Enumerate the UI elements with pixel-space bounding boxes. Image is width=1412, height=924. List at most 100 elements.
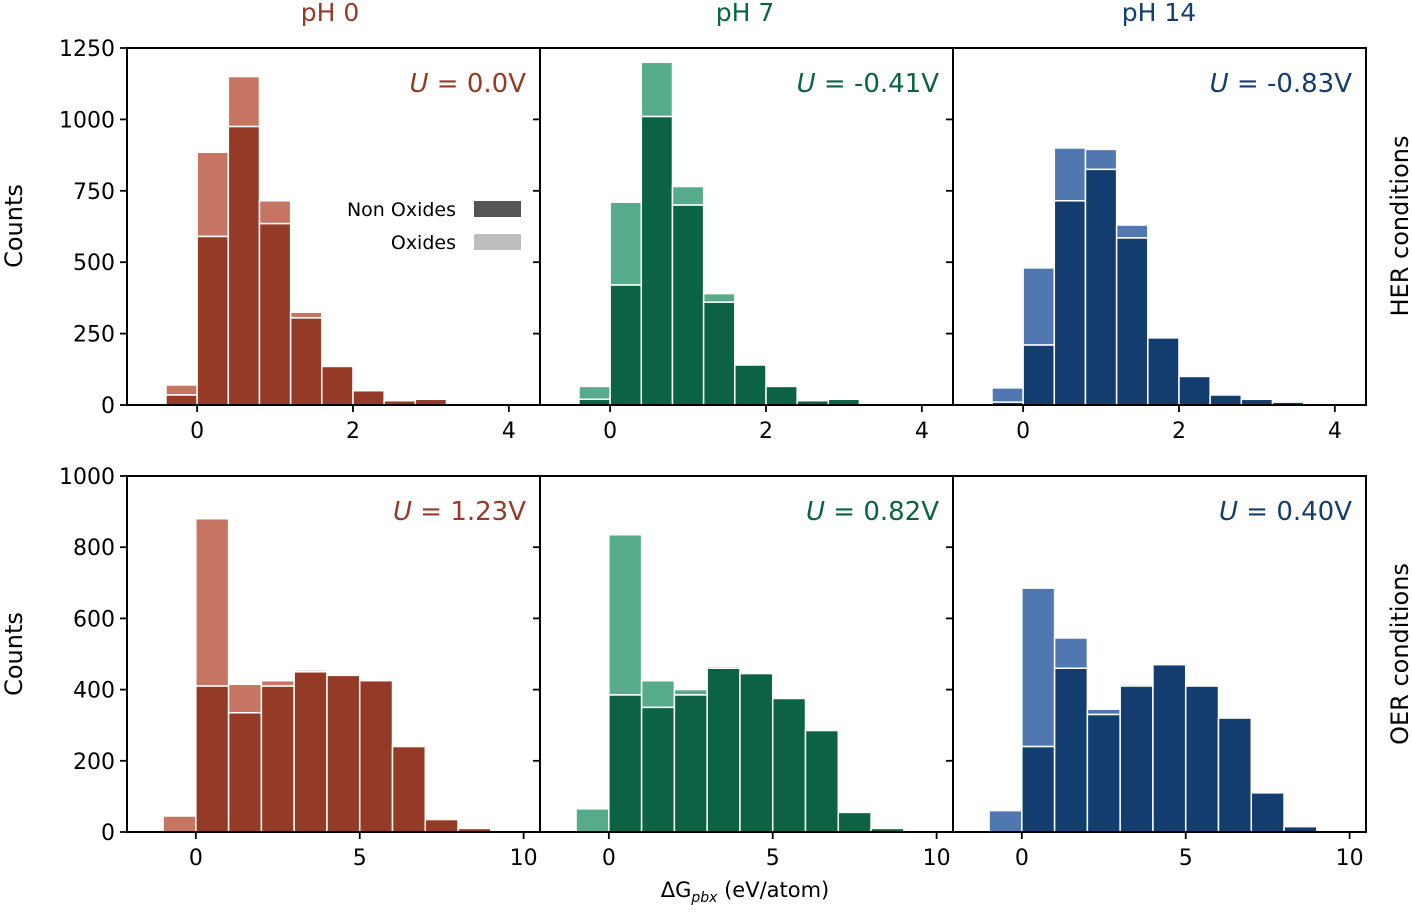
- bar-non-oxides: [673, 694, 708, 833]
- potential-symbol: U: [393, 497, 412, 527]
- bar-oxides: [1053, 637, 1089, 669]
- bar-oxides: [1022, 267, 1056, 346]
- axes-frame: [952, 475, 1367, 833]
- bar-non-oxides: [640, 706, 676, 833]
- bar-oxides: [609, 201, 643, 286]
- bar-oxides: [196, 151, 230, 238]
- legend-label-non-oxides: Non Oxides: [347, 199, 456, 221]
- bar-non-oxides: [289, 317, 323, 406]
- bar-non-oxides: [804, 729, 840, 833]
- x-tick-label: 4: [1328, 419, 1342, 444]
- bar-non-oxides: [326, 674, 361, 833]
- subplot-her-ph0: 0 2 4 0 250 500 750 1000 1250 U = 0.0V: [59, 37, 541, 444]
- y-tick-label: 0: [101, 821, 115, 846]
- potential-value: = 0.40V: [1238, 497, 1352, 527]
- bar-non-oxides: [1084, 168, 1118, 406]
- bar-oxides: [1115, 224, 1149, 239]
- x-tick-label: 0: [602, 846, 616, 871]
- potential-symbol: U: [1219, 497, 1238, 527]
- bar-oxides: [165, 384, 198, 396]
- bar-non-oxides: [771, 697, 807, 833]
- ylabel-bottom: Counts: [0, 612, 28, 696]
- bar-non-oxides: [1086, 713, 1121, 833]
- subplot-oer-ph0: 0 5 10 0 200 400 600 800 1000 U = 1.23V: [59, 465, 541, 871]
- bar-non-oxides: [1209, 394, 1243, 406]
- bar-oxides: [640, 61, 674, 118]
- x-tick-label: 0: [1015, 846, 1029, 871]
- y-tick-label: 1000: [59, 465, 115, 490]
- y-tick-label: 750: [73, 180, 115, 205]
- bar-non-oxides: [1022, 344, 1056, 406]
- row-label-her: HER conditions: [1386, 136, 1412, 317]
- bar-non-oxides: [1152, 663, 1187, 833]
- bar-non-oxides: [424, 818, 459, 833]
- bar-oxides: [227, 75, 261, 128]
- x-tick-label: 0: [190, 419, 204, 444]
- bar-non-oxides: [1147, 337, 1180, 406]
- bar-non-oxides: [734, 364, 767, 406]
- bar-oxides: [673, 688, 708, 696]
- x-tick-label: 2: [346, 419, 360, 444]
- bar-oxides: [227, 683, 263, 714]
- column-title-ph14: pH 14: [1122, 0, 1196, 27]
- xlabel-symbol: ΔG: [661, 878, 692, 902]
- x-tick-label: 0: [189, 846, 203, 871]
- x-tick-label: 0: [1016, 419, 1030, 444]
- legend-swatch-non-oxides: [474, 201, 521, 217]
- bar-non-oxides: [1021, 745, 1056, 833]
- bar-oxides: [1053, 147, 1087, 202]
- potential-symbol: U: [410, 69, 429, 99]
- x-tick-label: 0: [603, 419, 617, 444]
- x-tick-label: 4: [502, 419, 516, 444]
- potential-value: = 0.0V: [429, 69, 527, 99]
- bar-oxides: [702, 292, 736, 303]
- bar-non-oxides: [1053, 200, 1087, 406]
- bar-non-oxides: [391, 745, 427, 833]
- bar-non-oxides: [358, 679, 394, 833]
- axes-frame: [952, 47, 1367, 406]
- bar-non-oxides: [1053, 667, 1089, 833]
- x-tick-label: 5: [766, 846, 780, 871]
- y-tick-label: 500: [73, 251, 115, 276]
- bar-non-oxides: [671, 204, 705, 406]
- bar-oxides: [578, 385, 611, 401]
- x-tick-label: 2: [1172, 419, 1186, 444]
- bar-non-oxides: [1217, 717, 1253, 833]
- bar-oxides: [671, 185, 705, 206]
- row-label-oer: OER conditions: [1386, 563, 1412, 745]
- bar-oxides: [575, 808, 610, 833]
- bar-oxides: [991, 387, 1024, 403]
- bar-non-oxides: [260, 685, 295, 833]
- column-title-ph0: pH 0: [301, 0, 360, 27]
- bar-non-oxides: [706, 667, 741, 833]
- bar-non-oxides: [227, 711, 263, 833]
- bar-oxides: [289, 311, 323, 319]
- x-tick-label: 2: [759, 419, 773, 444]
- potential-annotation: U = 0.82V: [806, 497, 939, 527]
- bar-oxides: [1021, 587, 1056, 748]
- bar-oxides: [162, 815, 197, 833]
- x-tick-label: 10: [510, 846, 538, 871]
- potential-annotation: U = 0.0V: [410, 69, 527, 99]
- x-tick-label: 5: [1179, 846, 1193, 871]
- x-tick-label: 10: [1336, 846, 1364, 871]
- subplot-oer-ph7: 0 5 10 U = 0.82V: [533, 475, 954, 871]
- bar-non-oxides: [195, 685, 230, 833]
- potential-annotation: U = -0.83V: [1210, 69, 1353, 99]
- bar-non-oxides: [608, 694, 643, 833]
- potential-symbol: U: [806, 497, 825, 527]
- potential-value: = 0.82V: [825, 497, 939, 527]
- potential-annotation: U = -0.41V: [797, 69, 940, 99]
- bar-oxides: [260, 679, 295, 687]
- x-tick-label: 4: [915, 419, 929, 444]
- bar-oxides: [1086, 708, 1121, 716]
- subplot-oer-ph14: 0 5 10 U = 0.40V: [946, 475, 1367, 871]
- axes-frame: [126, 47, 541, 406]
- column-title-ph7: pH 7: [716, 0, 775, 27]
- potential-value: = -0.83V: [1229, 69, 1353, 99]
- x-tick-label: 5: [353, 846, 367, 871]
- legend: Non Oxides Oxides: [347, 199, 521, 254]
- subplot-her-ph7: 0 2 4 U = -0.41V: [533, 47, 954, 444]
- potential-annotation: U = 1.23V: [393, 497, 526, 527]
